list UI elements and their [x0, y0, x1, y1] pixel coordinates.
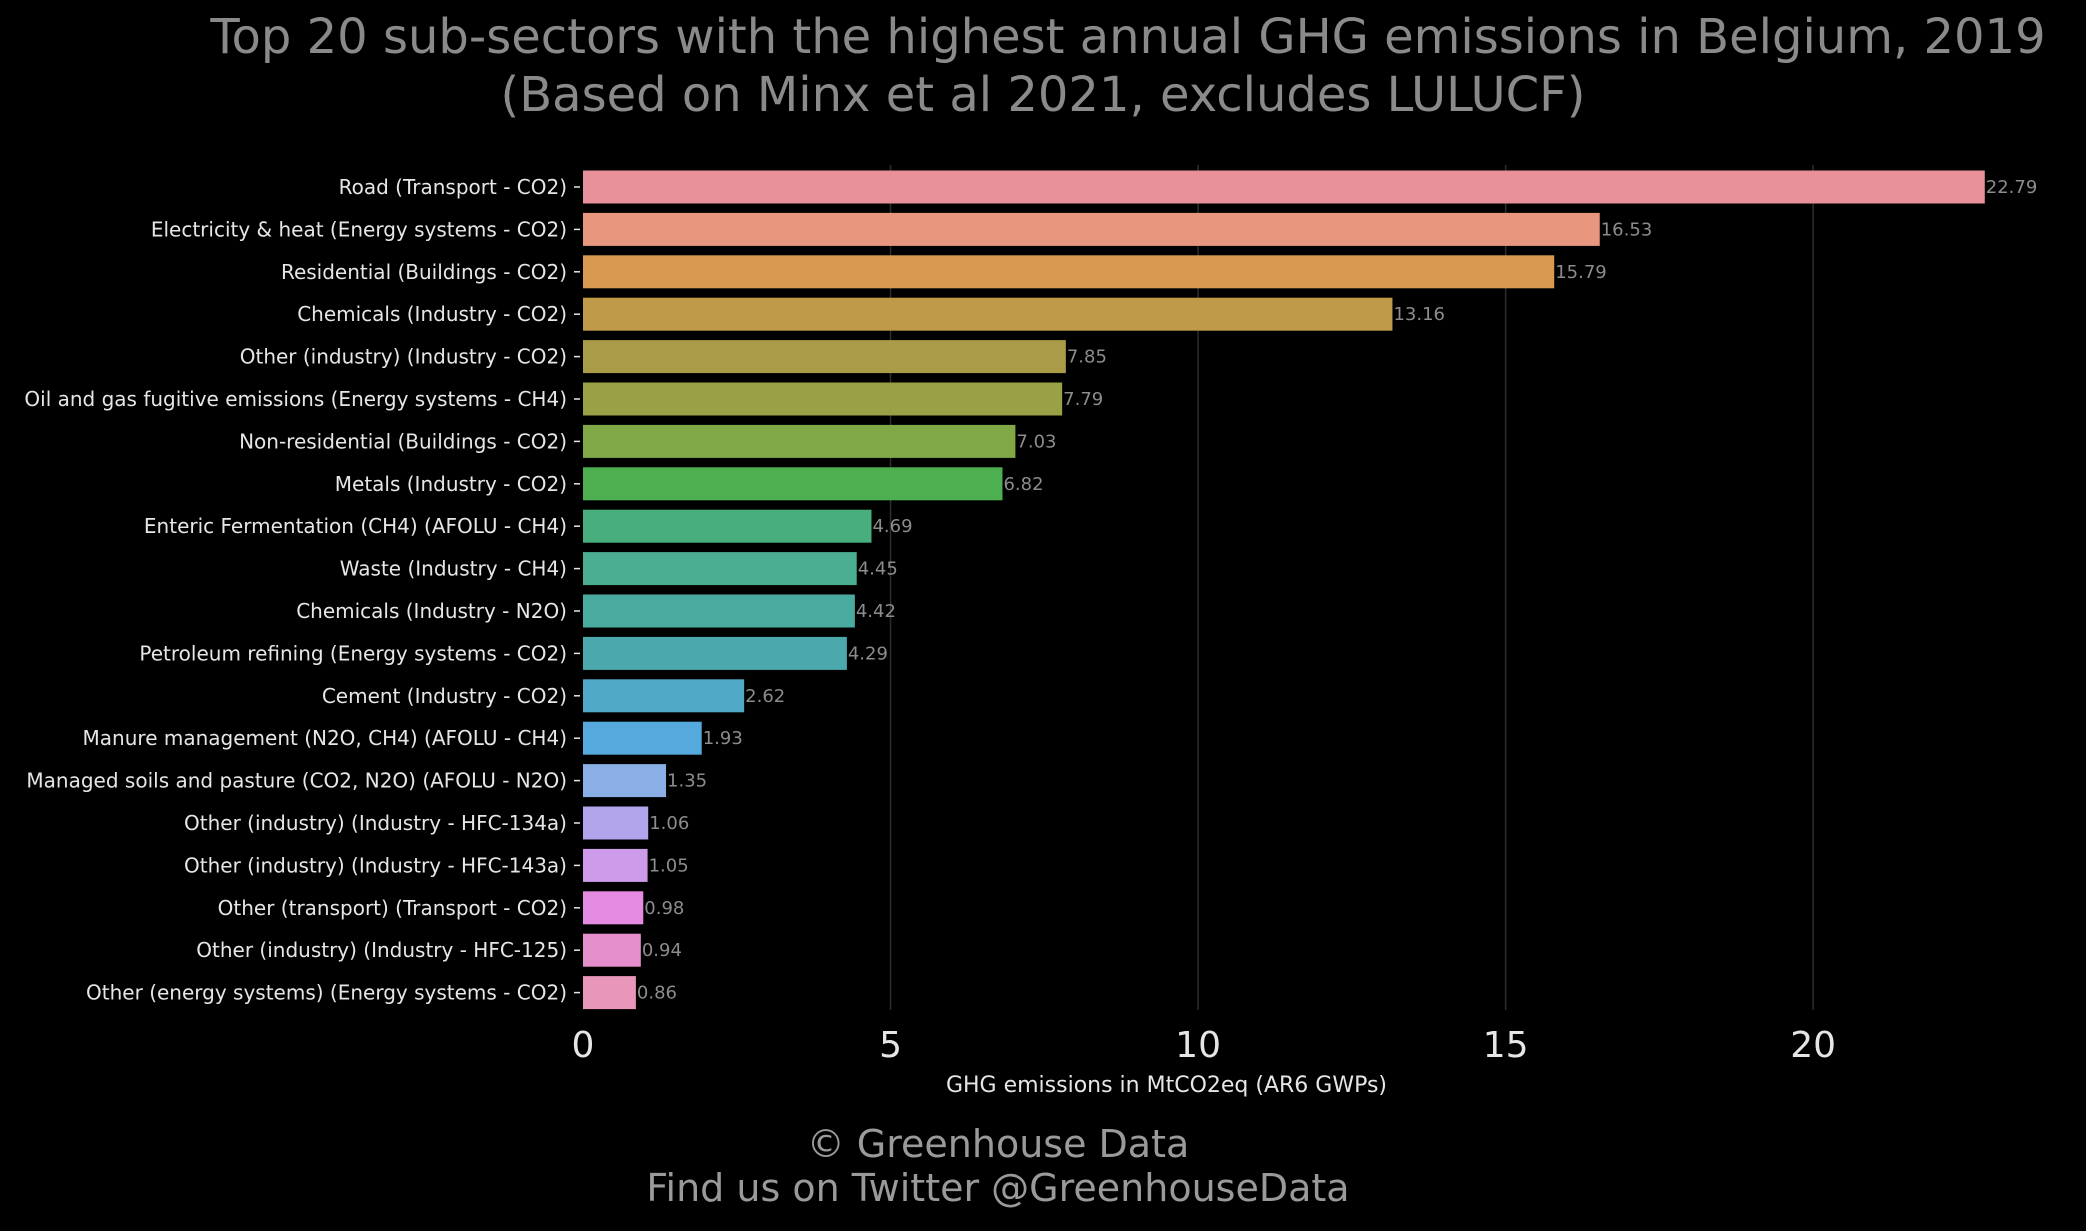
- value-label: 16.53: [1601, 219, 1653, 240]
- bars: [583, 170, 1985, 1010]
- bar: [583, 170, 1985, 204]
- bar: [583, 806, 649, 840]
- category-label: Oil and gas fugitive emissions (Energy s…: [24, 387, 567, 411]
- value-label: 4.29: [848, 643, 888, 664]
- x-tick-label: 20: [1790, 1025, 1836, 1066]
- footer-twitter: Find us on Twitter @GreenhouseData: [646, 1166, 1350, 1210]
- chart-title-line-1: Top 20 sub-sectors with the highest annu…: [210, 9, 2046, 65]
- value-label: 0.94: [642, 940, 682, 961]
- category-label: Chemicals (Industry - N2O): [296, 599, 567, 623]
- bar: [583, 594, 855, 628]
- bar: [583, 424, 1016, 458]
- chart-title-line-2: (Based on Minx et al 2021, excludes LULU…: [500, 67, 1586, 123]
- x-tick-label: 5: [879, 1025, 902, 1066]
- value-labels: 22.79 16.53 15.79 13.16 7.85 7.79 7.03 6.82 4.69…: [637, 177, 2037, 1004]
- category-label: Enteric Fermentation (CH4) (AFOLU - CH4): [144, 514, 567, 538]
- value-label: 22.79: [1986, 177, 2038, 198]
- x-tick-label: 15: [1483, 1025, 1529, 1066]
- category-label: Electricity & heat (Energy systems - CO2…: [151, 217, 567, 241]
- bar: [583, 255, 1555, 289]
- bar: [583, 552, 857, 586]
- bar: [583, 509, 872, 543]
- bar: [583, 976, 636, 1010]
- value-label: 4.45: [858, 559, 898, 580]
- value-label: 7.79: [1063, 389, 1103, 410]
- category-label: Manure management (N2O, CH4) (AFOLU - CH…: [83, 726, 567, 750]
- bar: [583, 721, 702, 755]
- bar: [583, 764, 667, 798]
- category-label: Other (industry) (Industry - HFC-143a): [184, 853, 567, 877]
- category-label: Other (industry) (Industry - HFC-125): [196, 938, 567, 962]
- category-label: Other (industry) (Industry - CO2): [240, 345, 567, 369]
- value-label: 0.86: [637, 983, 677, 1004]
- x-axis-ticks: 0 5 10 15 20: [572, 1025, 1837, 1066]
- value-label: 6.82: [1003, 474, 1043, 495]
- x-tick-label: 0: [572, 1025, 595, 1066]
- footer: © Greenhouse Data Find us on Twitter @Gr…: [0, 1122, 1996, 1210]
- category-label: Other (transport) (Transport - CO2): [218, 896, 567, 920]
- value-label: 1.05: [649, 855, 689, 876]
- category-labels: Road (Transport - CO2) Electricity & heat…: [24, 175, 580, 1005]
- category-label: Metals (Industry - CO2): [335, 472, 567, 496]
- category-label: Other (energy systems) (Energy systems -…: [86, 981, 567, 1005]
- value-label: 0.98: [644, 898, 684, 919]
- x-tick-label: 10: [1175, 1025, 1221, 1066]
- category-label: Cement (Industry - CO2): [322, 684, 567, 708]
- value-label: 4.42: [856, 601, 896, 622]
- category-label: Waste (Industry - CH4): [340, 557, 567, 581]
- category-label: Non-residential (Buildings - CO2): [239, 429, 567, 453]
- x-axis-label: GHG emissions in MtCO2eq (AR6 GWPs): [946, 1073, 1387, 1098]
- value-label: 4.69: [872, 516, 912, 537]
- category-label: Petroleum refining (Energy systems - CO2…: [139, 641, 567, 665]
- value-label: 1.06: [649, 813, 689, 834]
- bar: [583, 891, 644, 925]
- bar: [583, 848, 648, 882]
- bar: [583, 933, 641, 967]
- value-label: 7.85: [1067, 347, 1107, 368]
- bar: [583, 679, 745, 713]
- category-label: Other (industry) (Industry - HFC-134a): [184, 811, 567, 835]
- bar: [583, 382, 1063, 416]
- category-label: Chemicals (Industry - CO2): [297, 302, 567, 326]
- footer-copyright: © Greenhouse Data: [806, 1122, 1190, 1166]
- category-label: Residential (Buildings - CO2): [281, 260, 567, 284]
- gridlines: [889, 165, 1814, 1010]
- chart-title: Top 20 sub-sectors with the highest annu…: [0, 8, 2086, 124]
- value-label: 1.35: [667, 771, 707, 792]
- bar: [583, 467, 1003, 501]
- value-label: 2.62: [745, 686, 785, 707]
- value-label: 13.16: [1393, 304, 1445, 325]
- category-label: Road (Transport - CO2): [339, 175, 567, 199]
- bar: [583, 212, 1600, 246]
- bar: [583, 636, 847, 670]
- category-label: Managed soils and pasture (CO2, N2O) (AF…: [26, 769, 567, 793]
- value-label: 7.03: [1016, 431, 1056, 452]
- value-label: 15.79: [1555, 262, 1607, 283]
- value-label: 1.93: [703, 728, 743, 749]
- bar: [583, 297, 1393, 331]
- bar: [583, 340, 1066, 374]
